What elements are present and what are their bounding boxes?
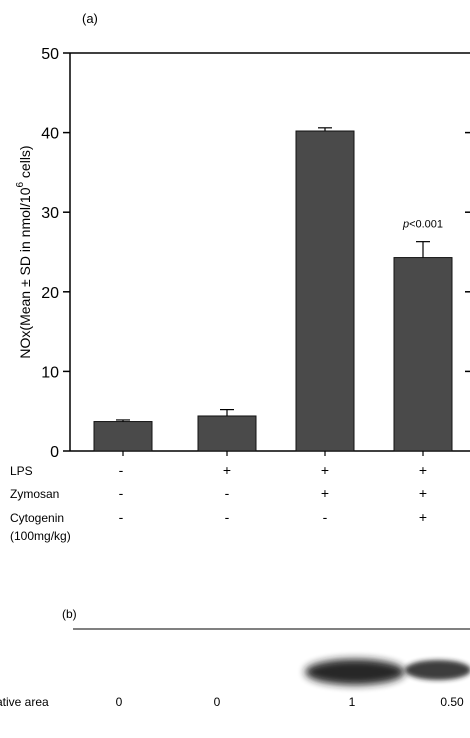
treatment-table: LPS - + + + Zymosan - - + + Cytogenin - - - +: [10, 462, 427, 525]
blot-band: [405, 660, 470, 680]
y-tick-label: 10: [41, 364, 59, 381]
y-ticks: 0 10 20 30 40 50: [41, 46, 70, 461]
relative-area-value: 1: [349, 695, 356, 709]
panel-a-label: (a): [82, 11, 98, 26]
relative-area-value: 0.50: [440, 695, 464, 709]
bar: [93, 421, 153, 452]
error-bars: [116, 127, 430, 422]
treatment-sign: -: [225, 509, 230, 525]
y-axis-label-main: NOx(Mean ± SD in nmol/10: [17, 187, 33, 358]
blot-band: [305, 659, 405, 685]
bar: [295, 130, 355, 452]
relative-area-value: 0: [214, 695, 221, 709]
y-axis-label: NOx(Mean ± SD in nmol/106 cells): [15, 145, 33, 358]
y-tick-label: 30: [41, 205, 59, 222]
treatment-sign: +: [321, 485, 329, 501]
treatment-row-label: Zymosan: [10, 487, 59, 501]
treatment-sign: -: [119, 485, 124, 501]
bars: [93, 130, 453, 456]
treatment-sign: -: [119, 462, 124, 478]
cytogenin-dose: (100mg/kg): [10, 529, 71, 543]
right-ticks: [465, 131, 470, 373]
bar: [197, 415, 257, 452]
p-value-annotation: p<0.001: [402, 219, 443, 231]
relative-area-value: 0: [116, 695, 123, 709]
treatment-sign: +: [419, 485, 427, 501]
panel-b-label: (b): [62, 607, 77, 621]
treatment-row-label: LPS: [10, 464, 33, 478]
relative-area-values: 0 0 1 0.50: [116, 695, 464, 709]
treatment-row-label: Cytogenin: [10, 511, 64, 525]
y-tick-label: 50: [41, 46, 59, 63]
y-axis-label-superscript: 6: [15, 182, 26, 188]
western-blot-bands: [305, 659, 470, 685]
treatment-sign: +: [321, 462, 329, 478]
relative-area-label: ative area: [0, 695, 49, 709]
treatment-sign: +: [419, 462, 427, 478]
y-axis-label-tail: cells): [17, 145, 33, 182]
y-tick-label: 0: [50, 444, 59, 461]
y-tick-label: 20: [41, 285, 59, 302]
bar-chart: 0 10 20 30 40 50 p<0.001 NOx(Mean ± SD in nmo…: [15, 46, 470, 461]
y-tick-label: 40: [41, 126, 59, 143]
treatment-sign: +: [419, 509, 427, 525]
treatment-sign: -: [323, 509, 328, 525]
treatment-sign: +: [223, 462, 231, 478]
treatment-sign: -: [119, 509, 124, 525]
treatment-sign: -: [225, 485, 230, 501]
bar: [393, 257, 453, 452]
